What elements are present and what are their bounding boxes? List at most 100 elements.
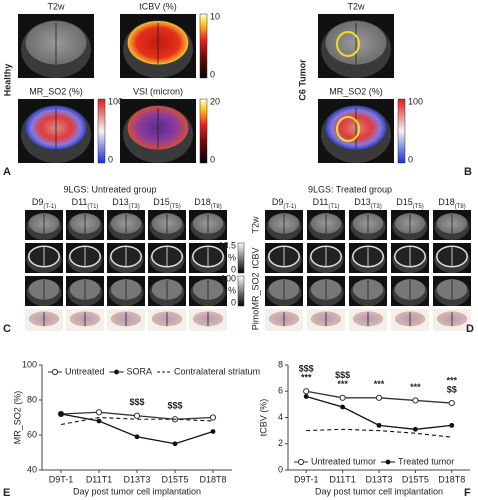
data-point — [448, 399, 455, 407]
significance: *** — [337, 379, 348, 389]
time-point: (T3) — [129, 204, 140, 210]
x-axis-label: Day post tumor cell implantation — [73, 486, 201, 496]
day-header: D9(T-1) — [272, 197, 296, 209]
row-label: Pimo — [250, 310, 260, 331]
significance: *** — [301, 373, 312, 383]
day: D9 — [272, 197, 284, 207]
mri-image — [25, 309, 63, 331]
row-label: T2w — [250, 216, 260, 234]
mri-image — [433, 210, 471, 240]
day: D13 — [112, 197, 129, 207]
colorbar-label: 100 — [108, 96, 123, 106]
colorbar-label: 0 — [210, 154, 215, 164]
day-header: D11(T1) — [72, 197, 99, 209]
map-title: T2w — [47, 1, 65, 11]
mri-image — [307, 210, 345, 240]
day-header: D13(T3) — [112, 197, 140, 209]
data-point — [95, 409, 103, 416]
time-point: (T5) — [170, 204, 181, 210]
data-point — [303, 388, 310, 395]
map-title: T2w — [347, 1, 365, 11]
mri-image — [433, 276, 471, 306]
series-line — [60, 416, 214, 426]
legend-label: Treated tumor — [398, 456, 454, 466]
mri-image — [391, 243, 429, 273]
data-point — [413, 426, 418, 432]
y-tick-label: 40 — [27, 464, 37, 474]
data-point — [449, 422, 455, 428]
mri-image — [349, 276, 387, 306]
colorbar — [237, 275, 245, 307]
y-tick-label: 60 — [27, 429, 37, 439]
map-title: tCBV (%) — [139, 1, 177, 11]
colorbar-label: 0 — [108, 154, 113, 164]
significance: $$$ — [129, 397, 144, 407]
y-tick-label: 100 — [22, 359, 37, 369]
row-label: MR_SO2 — [250, 272, 260, 309]
data-point — [209, 414, 217, 421]
mri-image — [18, 14, 94, 78]
colorbar-label: 0 — [408, 154, 413, 164]
mri-image — [107, 243, 145, 273]
colorbar — [199, 98, 208, 164]
data-point — [96, 418, 102, 424]
colorbar-label: % — [228, 285, 236, 295]
day: D18 — [194, 197, 211, 207]
colorbar — [237, 242, 245, 274]
mri-image — [189, 276, 227, 306]
tumor-outline — [336, 116, 360, 142]
day-header: D11(T1) — [313, 197, 340, 209]
colorbar — [397, 98, 406, 164]
series-line — [306, 428, 452, 438]
y-tick-label: 6 — [278, 386, 283, 396]
y-axis-label: tCBV (%) — [258, 399, 268, 437]
x-tick-label: D9T-1 — [294, 474, 319, 484]
day: D18 — [438, 197, 455, 207]
data-point — [172, 441, 178, 447]
map-title: MR_SO2 (%) — [329, 86, 383, 96]
colorbar-label: 20 — [210, 96, 220, 106]
colorbar-label: 0 — [210, 69, 215, 79]
data-point — [51, 368, 59, 376]
mri-image — [318, 99, 394, 163]
data-point — [134, 434, 140, 440]
colorbar-label: 0 — [231, 297, 236, 307]
mri-image — [391, 309, 429, 331]
time-point: (T8) — [455, 204, 466, 210]
data-point — [385, 459, 391, 465]
mri-image — [25, 243, 63, 273]
day-header: D9(T-1) — [32, 197, 56, 209]
panel-letter: D — [466, 323, 474, 335]
mri-image — [433, 243, 471, 273]
day: D11 — [72, 197, 88, 207]
mri-image — [25, 276, 63, 306]
time-point: (T3) — [371, 204, 382, 210]
x-tick-label: D11T1 — [86, 474, 112, 484]
row-label: Healthy — [2, 64, 12, 97]
significance: *** — [374, 379, 385, 389]
mri-image — [307, 243, 345, 273]
group-title: 9LGS: Untreated group — [63, 184, 156, 194]
day-header: D15(T5) — [396, 197, 424, 209]
y-tick-label: 80 — [27, 394, 37, 404]
colorbar-label: 10 — [210, 11, 220, 21]
mri-image — [265, 243, 303, 273]
colorbar-label: 0 — [231, 264, 236, 274]
row-label: C6 Tumor — [297, 59, 307, 101]
data-point — [340, 404, 345, 410]
significance: $$$ — [299, 364, 314, 374]
x-tick-label: D15T5 — [402, 474, 429, 484]
data-point — [133, 412, 141, 419]
mri-image — [148, 276, 186, 306]
mri-image — [148, 309, 186, 331]
day: D11 — [313, 197, 329, 207]
day-header: D18(T8) — [438, 197, 466, 209]
time-point: (T5) — [413, 204, 424, 210]
colorbar-label: 100 — [221, 273, 236, 283]
y-tick-label: 2 — [278, 438, 283, 448]
mri-image — [120, 99, 196, 163]
significance: *** — [447, 375, 458, 385]
mri-image — [107, 276, 145, 306]
panel-letter: C — [3, 323, 11, 335]
